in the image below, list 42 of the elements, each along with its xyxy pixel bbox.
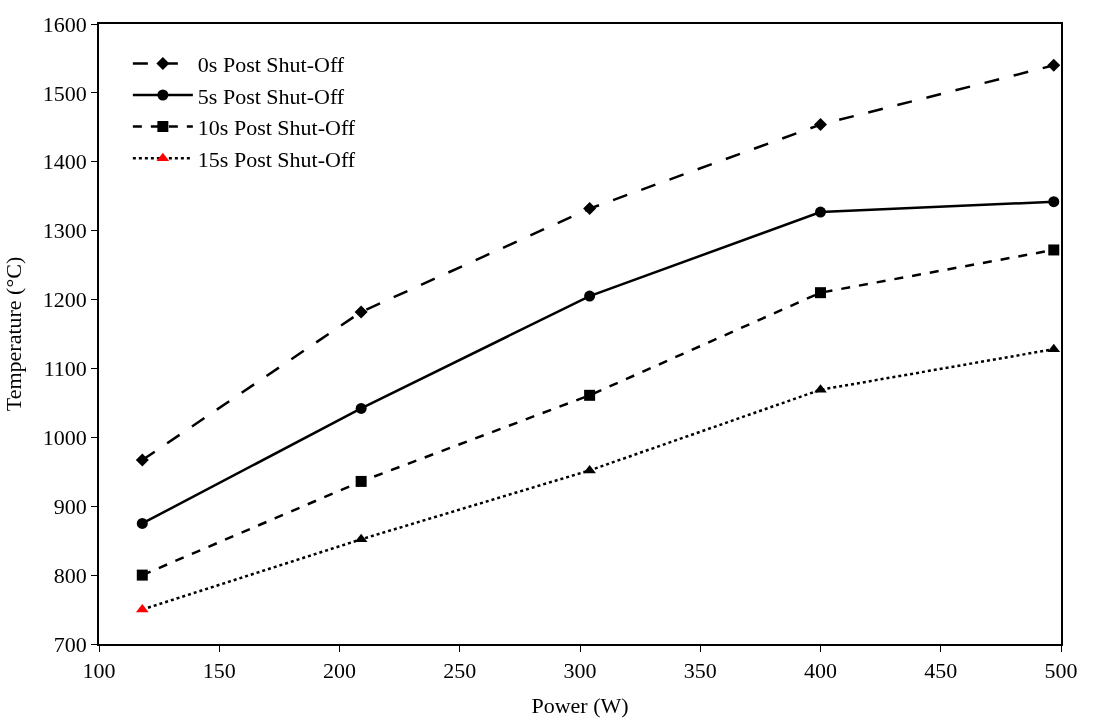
y-tick-label: 1200: [42, 287, 87, 313]
y-tick-label: 800: [53, 562, 87, 588]
x-tick-label: 400: [804, 658, 837, 684]
point: [584, 389, 596, 401]
point: [355, 475, 367, 487]
legend-label: 15s Post Shut-Off: [197, 146, 356, 172]
point: [1048, 244, 1060, 256]
x-tick-label: 450: [924, 658, 958, 684]
point: [136, 569, 148, 581]
point: [354, 305, 368, 319]
legend-label: 5s Post Shut-Off: [197, 83, 345, 109]
point: [1047, 58, 1061, 72]
y-tick-label: 1600: [42, 11, 87, 37]
y-axis-title: Temperature (°C): [1, 256, 27, 412]
point: [136, 517, 148, 529]
y-tick-label: 1300: [42, 218, 87, 244]
x-tick-label: 200: [323, 658, 356, 684]
x-tick-label: 300: [563, 658, 597, 684]
point: [354, 533, 368, 543]
y-tick-label: 1500: [42, 80, 87, 106]
x-tick-label: 150: [202, 658, 236, 684]
x-tick-label: 500: [1044, 658, 1078, 684]
legend-label: 10s Post Shut-Off: [197, 115, 356, 141]
point: [583, 464, 596, 474]
point: [815, 287, 826, 299]
point: [815, 206, 826, 218]
point: [135, 453, 149, 467]
point: [814, 118, 827, 132]
y-tick-label: 1100: [43, 356, 87, 382]
y-tick-label: 700: [53, 631, 87, 657]
x-axis-title: Power (W): [531, 692, 629, 718]
x-tick-label: 100: [82, 658, 116, 684]
point: [355, 402, 367, 414]
y-tick-label: 1000: [42, 425, 87, 451]
x-tick-label: 250: [443, 658, 477, 684]
legend-label: 0s Post Shut-Off: [197, 51, 345, 77]
y-tick-label: 1400: [42, 149, 87, 175]
point: [583, 202, 597, 216]
point: [1048, 196, 1060, 208]
point: [584, 290, 596, 302]
x-tick-label: 350: [683, 658, 717, 684]
y-tick-label: 900: [53, 493, 87, 519]
